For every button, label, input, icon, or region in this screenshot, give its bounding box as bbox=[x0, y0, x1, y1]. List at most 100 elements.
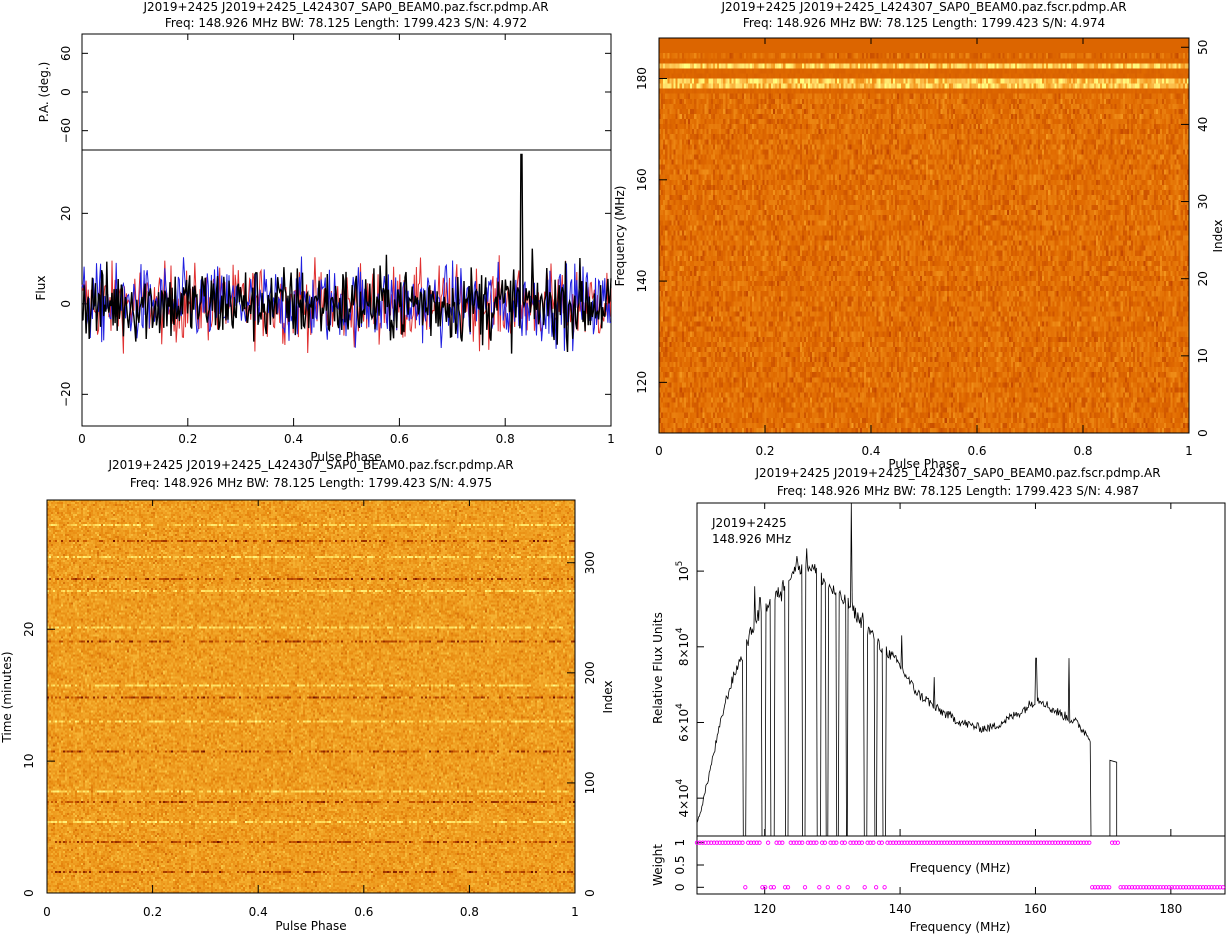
flux-tick-label: 6×104 bbox=[675, 703, 691, 742]
weight-marker bbox=[746, 840, 751, 845]
index-tick-label: 10 bbox=[1196, 348, 1210, 363]
relative-flux-axis-label: Relative Flux Units bbox=[651, 612, 665, 724]
weight-marker bbox=[1163, 885, 1169, 890]
weight-marker bbox=[731, 840, 737, 845]
freq-phase-frame bbox=[658, 37, 1190, 434]
phase-tick-label: 0.4 bbox=[861, 444, 880, 458]
weight-tick-label: 0.5 bbox=[673, 855, 687, 874]
flux-tick-text: 8×104 bbox=[675, 627, 691, 666]
phase-tick-label: 0.4 bbox=[249, 905, 268, 919]
pa-tick-group: 60 0 −60 bbox=[59, 46, 611, 143]
flux-tick-base: 6×10 bbox=[677, 709, 691, 742]
weight-marker bbox=[808, 840, 813, 845]
weight-marker bbox=[902, 840, 907, 845]
phase-tick-label: 1 bbox=[1185, 444, 1193, 458]
flux-tick-base: 4×10 bbox=[677, 785, 691, 818]
weight-marker bbox=[1138, 885, 1143, 890]
weight-marker bbox=[819, 840, 825, 845]
weight-marker bbox=[1212, 885, 1217, 890]
phase-tick-label: 0.2 bbox=[143, 905, 162, 919]
weight-marker bbox=[1181, 885, 1186, 890]
time-phase-panel: J2019+2425 J2019+2425_L424307_SAP0_BEAM0… bbox=[0, 458, 615, 933]
weight-marker bbox=[1038, 840, 1044, 845]
weight-marker bbox=[777, 840, 782, 845]
weight-marker bbox=[967, 840, 973, 845]
flux-tick-base: 8×10 bbox=[677, 633, 691, 666]
weight-marker bbox=[925, 840, 930, 845]
phase-tick-label: 0.8 bbox=[460, 905, 479, 919]
weight-marker bbox=[871, 840, 876, 845]
weight-marker bbox=[868, 840, 873, 845]
weight-marker bbox=[1098, 885, 1103, 890]
time-phase-frame bbox=[46, 499, 576, 894]
weight-marker bbox=[1075, 840, 1081, 845]
index-tick-label: 200 bbox=[583, 661, 597, 684]
weight-tick-label: 1 bbox=[673, 839, 687, 847]
weight-marker bbox=[856, 840, 862, 845]
flux-tick-text: 105 bbox=[675, 561, 691, 582]
weight-marker bbox=[905, 840, 910, 845]
weight-marker bbox=[939, 840, 944, 845]
weight-marker bbox=[970, 840, 975, 845]
weight-marker bbox=[1027, 840, 1032, 845]
weight-marker bbox=[788, 840, 793, 845]
weight-marker bbox=[984, 840, 990, 845]
weight-marker bbox=[1206, 885, 1211, 890]
frequency-tick-label: 180 bbox=[635, 67, 649, 90]
weight-marker bbox=[1013, 840, 1018, 845]
frequency-tick-label: 140 bbox=[889, 902, 912, 916]
weight-marker bbox=[706, 840, 711, 845]
flux-tick-label: 0 bbox=[59, 300, 73, 308]
freq-phase-subtitle: Freq: 148.926 MHz BW: 78.125 Length: 179… bbox=[743, 16, 1105, 30]
weight-marker bbox=[1058, 840, 1064, 845]
weight-marker bbox=[822, 840, 828, 845]
time-phase-heatmap-image bbox=[47, 500, 575, 893]
weight-marker bbox=[993, 840, 998, 845]
weight-marker bbox=[942, 840, 947, 845]
weight-marker bbox=[1047, 840, 1052, 845]
weight-marker bbox=[1126, 885, 1132, 890]
weight-marker bbox=[953, 840, 958, 845]
weight-marker bbox=[1024, 840, 1029, 845]
weight-marker bbox=[757, 840, 762, 845]
freq-phase-heatmap-image bbox=[659, 38, 1189, 433]
weight-marker bbox=[1135, 885, 1140, 890]
phase-tick-label: 0.4 bbox=[284, 432, 303, 446]
weight-marker bbox=[888, 840, 893, 845]
phase-tick-label: 0 bbox=[43, 905, 51, 919]
flux-tick-label: 4×104 bbox=[675, 779, 691, 818]
weight-marker bbox=[811, 840, 816, 845]
weight-marker bbox=[1081, 840, 1086, 845]
weight-marker bbox=[791, 840, 796, 845]
weight-marker bbox=[1055, 840, 1061, 845]
weight-marker bbox=[785, 885, 791, 890]
flux-tick-label: 8×104 bbox=[675, 627, 691, 666]
phase-tick-group: 0 0.2 0.4 0.6 0.8 1 bbox=[78, 34, 615, 446]
phase-tick-label: 0 bbox=[78, 432, 86, 446]
weight-marker bbox=[916, 840, 921, 845]
source-annotation: J2019+2425 bbox=[711, 516, 787, 530]
phase-tick-label: 0.2 bbox=[755, 444, 774, 458]
phase-tick-label: 0.6 bbox=[354, 905, 373, 919]
weight-marker bbox=[962, 840, 967, 845]
index-tick-label: 0 bbox=[583, 889, 597, 897]
weight-marker bbox=[1084, 840, 1089, 845]
freq-phase-title: J2019+2425 J2019+2425_L424307_SAP0_BEAM0… bbox=[720, 0, 1126, 14]
weight-marker bbox=[1109, 840, 1115, 845]
weight-marker bbox=[950, 840, 956, 845]
weight-marker bbox=[1186, 885, 1192, 890]
weight-marker bbox=[976, 840, 981, 845]
flux-tick-label: −20 bbox=[59, 382, 73, 407]
flux-tick-exponent: 4 bbox=[675, 627, 685, 633]
weight-marker bbox=[873, 885, 879, 890]
weight-marker bbox=[1001, 840, 1007, 845]
weight-marker bbox=[910, 840, 916, 845]
weight-marker bbox=[700, 840, 705, 845]
weight-marker bbox=[956, 840, 961, 845]
bandpass-tail-line bbox=[1109, 759, 1118, 836]
weight-marker bbox=[754, 840, 759, 845]
bandpass-line bbox=[696, 502, 1092, 837]
frequency-axis-label: Frequency (MHz) bbox=[613, 186, 627, 287]
weight-marker bbox=[882, 885, 887, 890]
